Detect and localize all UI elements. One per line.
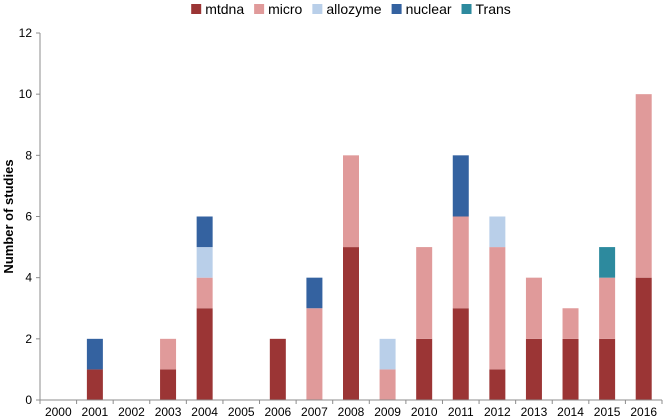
legend: mtdna micro allozyme nuclear Trans bbox=[191, 1, 511, 17]
x-tick-label: 2011 bbox=[448, 405, 474, 419]
legend-item-mtdna: mtdna bbox=[191, 1, 244, 17]
legend-swatch bbox=[312, 4, 323, 14]
legend-swatch bbox=[391, 4, 402, 14]
legend-item-allozyme: allozyme bbox=[312, 1, 382, 17]
y-tick-label: 8 bbox=[25, 148, 32, 162]
bar-segment-mtdna-2014 bbox=[562, 338, 579, 400]
y-tick-label: 6 bbox=[25, 210, 32, 224]
bar-segment-mtdna-2001 bbox=[86, 369, 103, 400]
bar-segment-micro-2013 bbox=[525, 277, 542, 339]
bar-segment-mtdna-2012 bbox=[489, 369, 506, 400]
legend-label: micro bbox=[268, 1, 302, 17]
bar-segment-mtdna-2004 bbox=[196, 308, 213, 400]
x-tick-label: 2001 bbox=[82, 405, 109, 419]
legend-label: mtdna bbox=[205, 1, 244, 17]
legend-swatch bbox=[461, 4, 472, 14]
x-tick-label: 2014 bbox=[557, 405, 584, 419]
x-tick-label: 2005 bbox=[228, 405, 255, 419]
bar-segment-mtdna-2011 bbox=[452, 308, 469, 400]
bar-segment-micro-2004 bbox=[196, 277, 213, 309]
legend-item-nuclear: nuclear bbox=[391, 1, 452, 17]
bar-segment-micro-2008 bbox=[343, 155, 359, 248]
x-tick-label: 2016 bbox=[630, 405, 657, 419]
bars bbox=[86, 94, 652, 400]
x-tick-label: 2006 bbox=[264, 405, 291, 419]
bar-segment-trans-2015 bbox=[599, 247, 616, 278]
x-tick-label: 2004 bbox=[191, 405, 218, 419]
bar-segment-mtdna-2013 bbox=[525, 338, 542, 400]
bar-segment-nuclear-2007 bbox=[306, 277, 323, 309]
x-tick-label: 2007 bbox=[301, 405, 328, 419]
bar-segment-micro-2016 bbox=[635, 94, 652, 278]
bar-segment-micro-2011 bbox=[452, 216, 469, 309]
legend-item-trans: Trans bbox=[461, 1, 511, 17]
x-tick-label: 2003 bbox=[155, 405, 182, 419]
bar-segment-mtdna-2003 bbox=[160, 369, 177, 400]
x-tick-label: 2010 bbox=[411, 405, 438, 419]
y-tick-label: 4 bbox=[25, 271, 32, 285]
y-axis-label: Number of studies bbox=[1, 159, 16, 273]
bar-segment-micro-2014 bbox=[562, 308, 579, 339]
y-tick-label: 10 bbox=[19, 87, 33, 101]
bar-segment-mtdna-2006 bbox=[269, 338, 286, 400]
bar-segment-mtdna-2008 bbox=[343, 247, 359, 400]
bar-segment-allozyme-2004 bbox=[196, 247, 213, 278]
axes: 0 2 4 6 8 10 12 2000 2001 2002 2003 2004 2005 2006 200… bbox=[19, 26, 663, 419]
bar-segment-micro-2007 bbox=[306, 308, 323, 400]
legend-item-micro: micro bbox=[254, 1, 303, 17]
bar-segment-allozyme-2009 bbox=[379, 338, 396, 370]
bar-segment-allozyme-2012 bbox=[489, 216, 506, 248]
x-tick-label: 2008 bbox=[338, 405, 365, 419]
bar-segment-mtdna-2016 bbox=[635, 277, 652, 400]
legend-label: Trans bbox=[476, 1, 511, 17]
bar-segment-micro-2009 bbox=[379, 369, 396, 400]
bar-segment-micro-2003 bbox=[160, 338, 177, 370]
y-tick-label: 12 bbox=[19, 26, 33, 40]
y-tick-label: 0 bbox=[25, 393, 32, 407]
x-tick-label: 2009 bbox=[374, 405, 401, 419]
bar-segment-mtdna-2015 bbox=[599, 338, 616, 400]
x-tick-label: 2012 bbox=[484, 405, 511, 419]
bar-segment-micro-2012 bbox=[489, 247, 506, 370]
bar-segment-nuclear-2001 bbox=[86, 338, 103, 370]
x-tick-label: 2000 bbox=[45, 405, 72, 419]
x-tick-label: 2015 bbox=[594, 405, 621, 419]
bar-segment-nuclear-2011 bbox=[452, 155, 469, 217]
bar-segment-nuclear-2004 bbox=[196, 216, 213, 248]
x-tick-label: 2002 bbox=[118, 405, 145, 419]
legend-swatch bbox=[191, 4, 202, 14]
legend-swatch bbox=[254, 4, 265, 14]
legend-label: nuclear bbox=[406, 1, 452, 17]
legend-label: allozyme bbox=[326, 1, 381, 17]
bar-segment-micro-2010 bbox=[416, 247, 433, 339]
bar-segment-mtdna-2010 bbox=[416, 338, 433, 400]
bar-segment-micro-2015 bbox=[599, 277, 616, 339]
x-tick-label: 2013 bbox=[521, 405, 548, 419]
y-tick-label: 2 bbox=[25, 332, 32, 346]
